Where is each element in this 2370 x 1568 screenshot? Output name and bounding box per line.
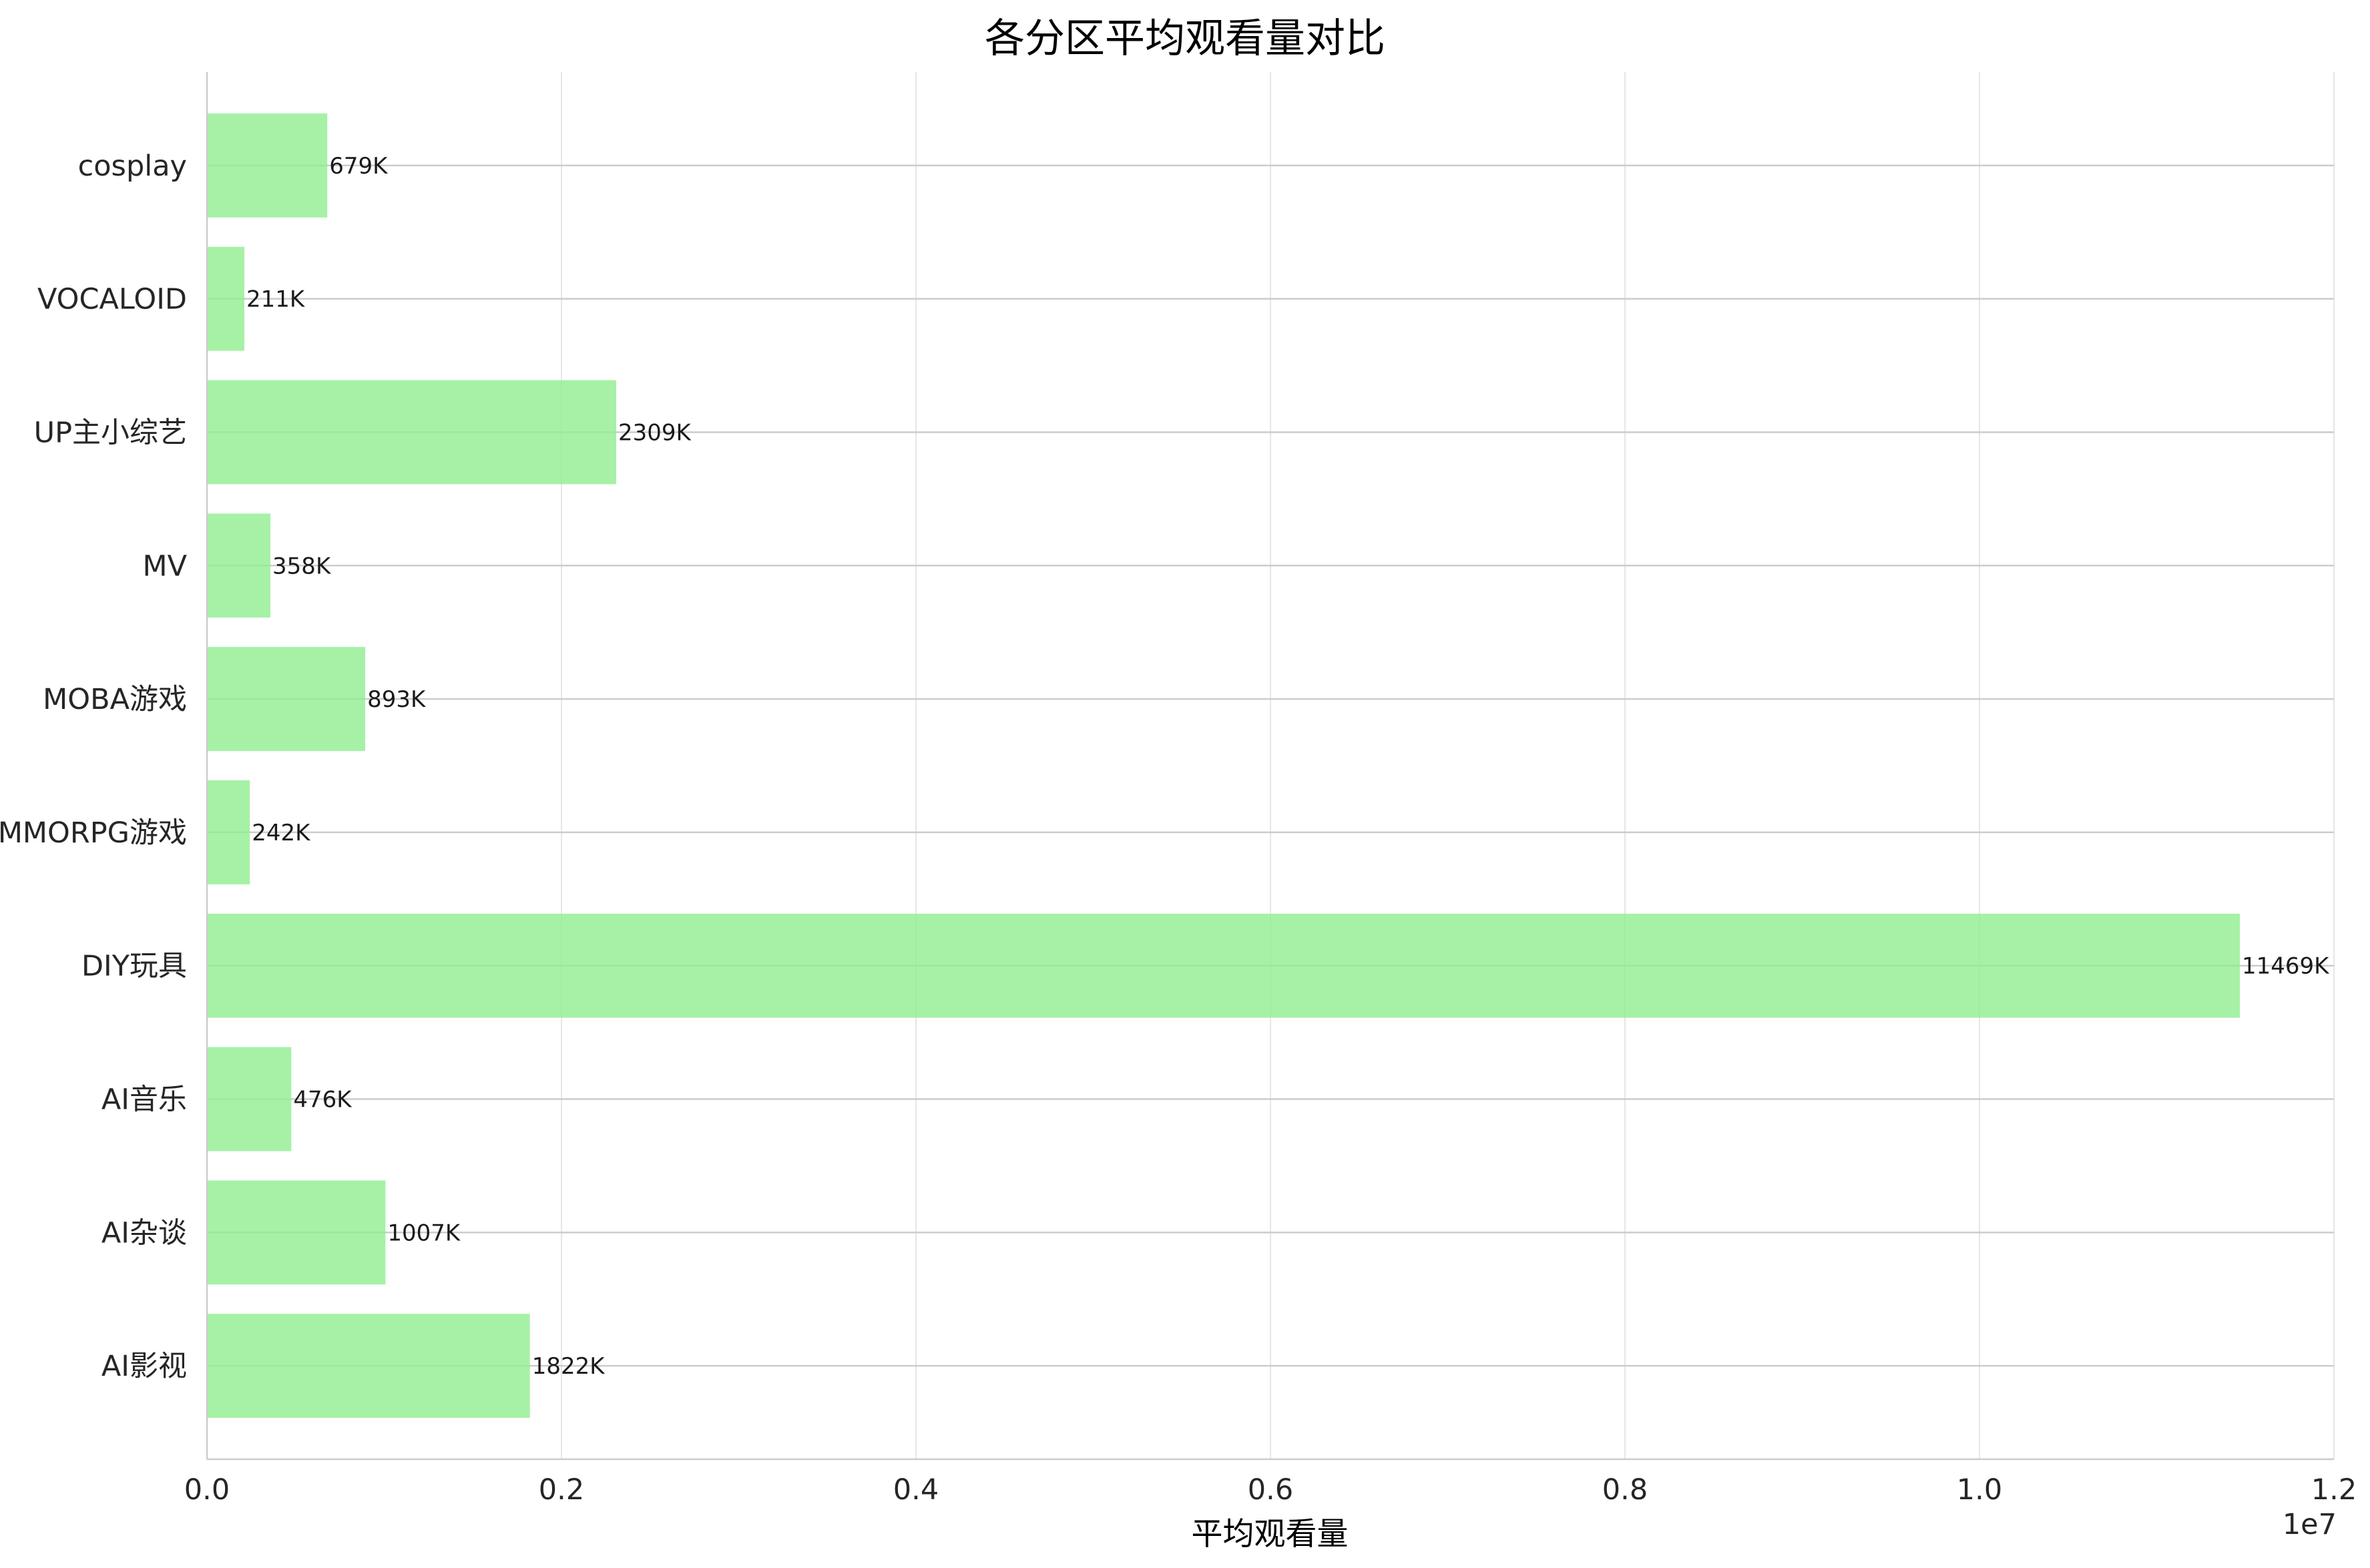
x-tick-label: 0.8 [1602,1473,1648,1507]
x-tick-label: 0.0 [184,1473,230,1507]
axes [206,72,2334,1461]
bar [207,246,245,351]
bar [207,913,2240,1018]
labels: 0.0 0.2 0.4 0.6 0.8 1.0 1.2 cosplay 679K VOCALOID… [0,150,2357,1507]
bar [207,513,271,618]
bar [207,1314,530,1418]
bar [207,1047,292,1151]
bar [207,1180,386,1285]
data-label: 211K [246,286,306,313]
y-tick-label: AI杂谈 [101,1216,187,1250]
x-axis-offset-label: 1e7 [2283,1508,2337,1541]
data-label: 242K [252,820,311,846]
y-tick-label: AI音乐 [101,1083,187,1117]
y-tick-label: VOCALOID [37,283,187,316]
x-axis-label: 平均观看量 [1192,1516,1349,1553]
bars [207,113,2240,1418]
chart-title: 各分区平均观看量对比 [985,15,1385,62]
bar [207,380,617,485]
y-tick-label: AI影视 [101,1350,187,1383]
data-label: 2309K [618,419,692,446]
y-tick-label: MMORPG游戏 [0,816,187,850]
data-label: 11469K [2242,953,2330,980]
bar [207,780,250,884]
x-tick-label: 1.2 [2311,1473,2357,1507]
data-label: 1822K [532,1353,606,1380]
data-label: 476K [293,1087,352,1113]
y-tick-label: DIY玩具 [81,950,187,983]
data-label: 1007K [387,1220,461,1246]
bar [207,113,328,218]
y-tick-label: UP主小综艺 [34,416,187,449]
data-label: 679K [329,153,389,180]
y-tick-label: MOBA游戏 [43,683,187,716]
data-label: 893K [367,686,427,713]
grid-lines [206,72,2335,1459]
x-tick-label: 1.0 [1957,1473,2002,1507]
x-tick-label: 0.6 [1248,1473,1293,1507]
y-tick-label: MV [142,549,187,583]
x-tick-label: 0.2 [539,1473,584,1507]
bar [207,647,366,752]
data-label: 358K [272,553,332,579]
x-tick-label: 0.4 [893,1473,939,1507]
y-tick-label: cosplay [78,150,187,183]
